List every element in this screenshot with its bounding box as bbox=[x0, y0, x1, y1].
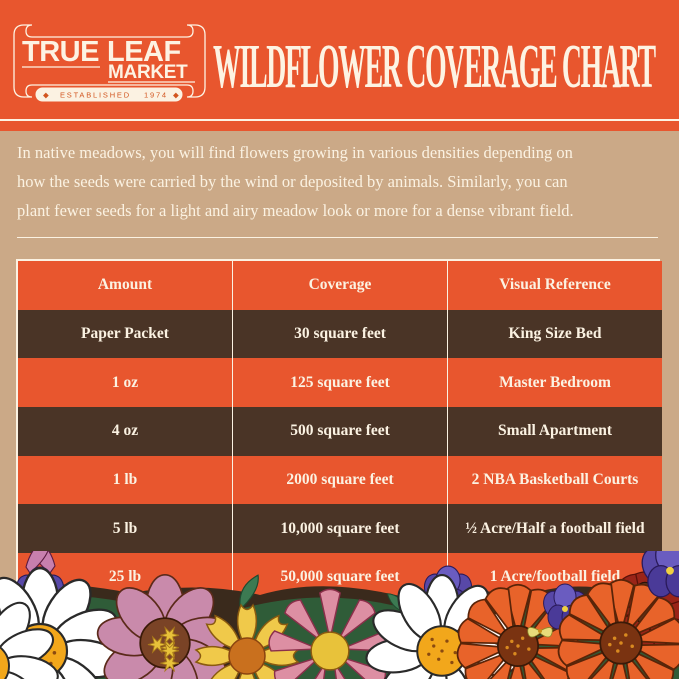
svg-text:ESTABLISHED: ESTABLISHED bbox=[60, 91, 131, 100]
svg-text:1974: 1974 bbox=[144, 91, 168, 100]
svg-text:MARKET: MARKET bbox=[108, 62, 188, 83]
svg-text:TRUE: TRUE bbox=[22, 36, 99, 68]
